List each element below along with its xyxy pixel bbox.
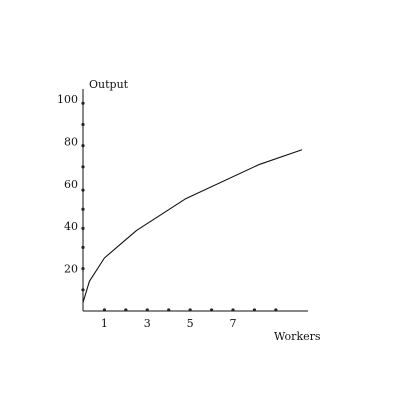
- x-axis-dot: [102, 308, 107, 312]
- y-tick-label: 20: [64, 263, 78, 276]
- y-tick-label: 40: [64, 220, 78, 233]
- y-axis-dot: [81, 144, 85, 148]
- x-axis-label: Workers: [274, 330, 321, 343]
- y-axis-dots: [81, 101, 85, 292]
- y-axis-dot: [81, 267, 85, 271]
- y-axis-dot: [81, 122, 85, 127]
- y-axis-dot: [81, 207, 85, 211]
- y-tick-label: 60: [64, 178, 78, 191]
- x-tick-labels: 1 3 5 7: [101, 317, 237, 330]
- y-axis-dot: [81, 226, 85, 230]
- y-axis-label: Output: [89, 78, 129, 91]
- y-tick-labels: 20 40 60 80 100: [57, 93, 78, 276]
- y-axis-dot: [81, 188, 85, 192]
- x-axis-dot: [167, 308, 171, 312]
- y-axis-dot: [81, 288, 85, 292]
- x-tick-label: 5: [187, 317, 194, 330]
- x-axis-dot: [145, 308, 149, 312]
- y-axis-dot: [81, 245, 85, 249]
- x-tick-label: 1: [101, 317, 108, 330]
- x-axis-dot: [274, 308, 278, 312]
- axes: [82, 89, 308, 312]
- x-axis-dot: [124, 308, 128, 312]
- series-line: [82, 149, 303, 304]
- x-axis-dots: [102, 308, 278, 312]
- y-axis-dot: [81, 165, 85, 169]
- series-group: [82, 149, 303, 304]
- x-tick-label: 7: [230, 317, 237, 330]
- x-axis-dot: [209, 308, 214, 312]
- x-axis-dot: [188, 308, 192, 312]
- x-axis-dot: [252, 308, 257, 312]
- y-tick-label: 80: [64, 135, 78, 148]
- x-tick-label: 3: [144, 317, 151, 330]
- y-axis-dot: [81, 101, 85, 105]
- x-axis-dot: [231, 308, 235, 312]
- y-tick-label: 100: [57, 93, 78, 106]
